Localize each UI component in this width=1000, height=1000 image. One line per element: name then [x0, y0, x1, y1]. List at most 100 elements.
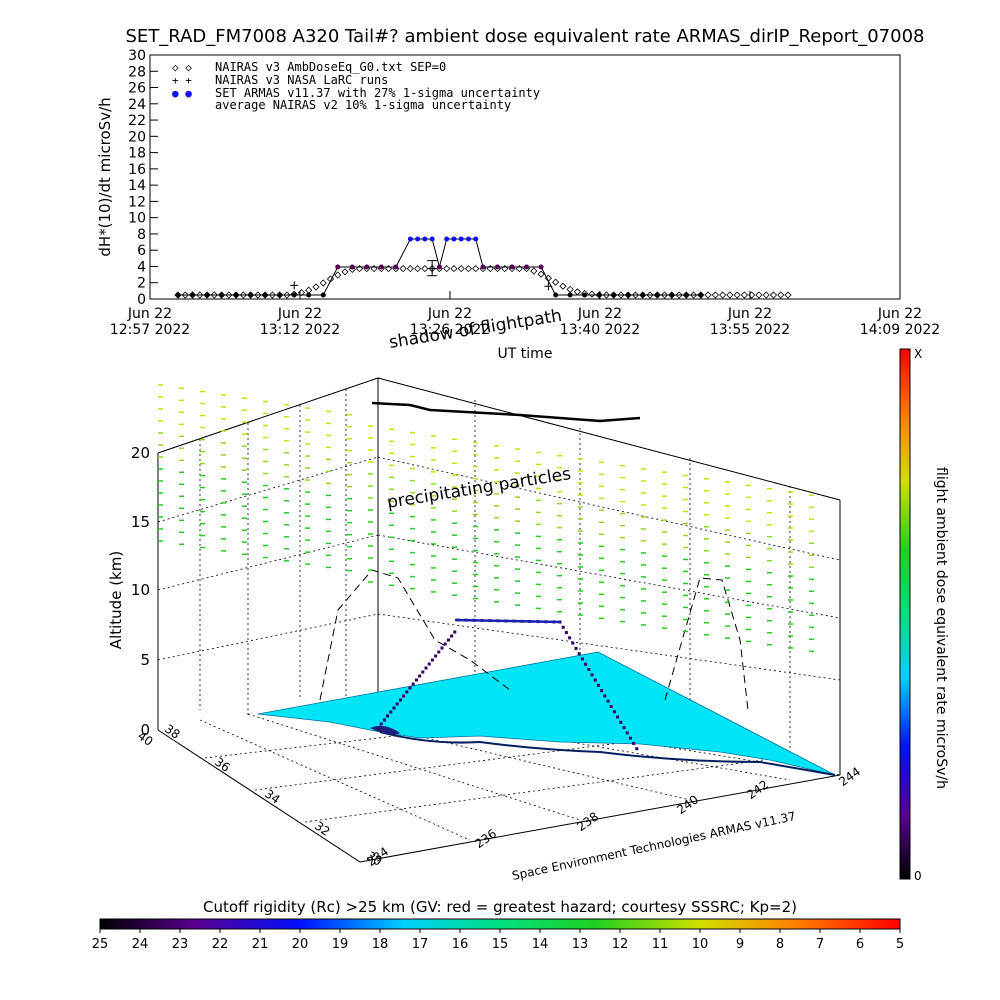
latitude-tick-label: 34: [262, 787, 283, 807]
legend-marker-armas: ● ●: [172, 87, 192, 100]
nairas-v3-point: [690, 291, 698, 299]
top-y-tick-label: 14: [128, 178, 146, 194]
flight-path-mark: [603, 694, 607, 698]
nairas-v3-point: [297, 289, 306, 297]
flight-path-mark: [443, 642, 447, 646]
nairas-v3-point: [370, 265, 378, 273]
legend-label-nasa-larc: NAIRAS v3 NASA LaRC runs: [215, 73, 388, 87]
flight-path-mark: [418, 674, 422, 678]
nairas-v3-point: [530, 267, 538, 275]
nairas-v3-point: [457, 265, 465, 273]
flight-path-mark: [427, 662, 431, 666]
top-x-tick-line1: Jun 22: [277, 306, 322, 322]
flight-path-mark: [408, 686, 412, 690]
longitude-tick-label: 238: [574, 809, 601, 834]
flight-path-mark: [587, 668, 591, 672]
armas-point: [458, 236, 464, 242]
altitude-axis-label: Altitude (km): [107, 551, 125, 649]
flight-path-mark: [625, 731, 629, 735]
cutoff-tick-label: 17: [412, 937, 429, 952]
flight-path-mark: [450, 634, 454, 638]
armas-point: [480, 264, 486, 270]
flight-path-mark: [376, 726, 380, 730]
flight-path-cruise: [454, 618, 561, 624]
armas-point: [393, 264, 399, 270]
flight-path-mark: [382, 718, 386, 722]
precipitating-particles-field: [158, 384, 814, 653]
top-x-tick-line2: 13:40 2022: [560, 322, 640, 338]
armas-point: [444, 236, 450, 242]
armas-point: [698, 292, 704, 298]
altitude-tick-label: 0: [140, 721, 150, 739]
armas-point: [364, 264, 370, 270]
flight-path-mark: [434, 654, 438, 658]
top-x-tick-line2: 13:26 2022: [410, 322, 490, 338]
dose-rate-colorbar-label: flight ambient dose equivalent rate micr…: [933, 467, 949, 789]
nairas-v3-point: [711, 291, 719, 299]
altitude-tick-label: 5: [140, 651, 150, 669]
armas-point: [277, 292, 283, 298]
cutoff-tick-label: 7: [816, 937, 824, 952]
altitude-ticks: 0 5 10 15 20: [131, 444, 150, 739]
nairas-v3-point: [181, 291, 189, 299]
nairas-v3-point: [501, 265, 509, 273]
armas-point: [219, 292, 225, 298]
cutoff-tick-label: 8: [776, 937, 784, 952]
nairas-v3-point: [777, 291, 785, 299]
figure-title: SET_RAD_FM7008 A320 Tail#? ambient dose …: [126, 26, 925, 47]
cutoff-tick-label: 18: [372, 937, 389, 952]
armas-point: [291, 292, 297, 298]
armas-point: [524, 264, 530, 270]
top-series-marks: [174, 236, 792, 299]
flight-path-mark: [446, 638, 450, 642]
nairas-v3-point: [559, 282, 567, 290]
top-y-axis-label: dH*(10)/dt microSv/h: [96, 97, 114, 256]
top-x-tick-line2: 13:12 2022: [260, 322, 340, 338]
dose-rate-colorbar: X 0 flight ambient dose equivalent rate …: [899, 347, 949, 883]
nairas-v3-point: [312, 283, 320, 291]
nairas-v3-point: [602, 291, 611, 299]
armas-point: [451, 236, 457, 242]
flight-path-mark: [600, 689, 604, 693]
armas-point: [538, 264, 544, 270]
flight-path-mark: [421, 670, 425, 674]
armas-point: [596, 292, 602, 298]
armas-point: [553, 292, 559, 298]
nairas-v3-point: [515, 265, 523, 273]
top-y-tick-label: 24: [128, 97, 146, 113]
armas-point: [306, 292, 312, 298]
cutoff-rigidity-surface: [257, 651, 836, 776]
nairas-v3-point: [660, 291, 669, 299]
armas-point: [683, 292, 689, 298]
cutoff-tick-label: 22: [212, 937, 229, 952]
shadow-path-top: [371, 401, 641, 423]
top-x-axis-label: UT time: [498, 346, 553, 362]
nasa-larc-point: [290, 281, 299, 290]
armas-point: [582, 292, 588, 298]
armas-point: [473, 236, 479, 242]
cutoff-rigidity-colorbar-ticks: 25 24 23 22 21 20 19 18 17 16 15 14 13 12 11 10 9 8 7 6 5: [92, 929, 904, 952]
armas-point: [495, 264, 501, 270]
top-y-tick-label: 4: [137, 259, 146, 275]
armas-point: [509, 264, 515, 270]
armas-point: [654, 292, 660, 298]
nairas-v3-point: [719, 291, 727, 299]
top-legend: ◇ ◇ NAIRAS v3 AmbDoseEq_G0.txt SEP=0 + +…: [172, 60, 540, 112]
longitude-tick-label: 240: [674, 792, 701, 817]
top-y-tick-label: 0: [137, 292, 146, 308]
flight-path-mark: [430, 658, 434, 662]
flight-path-mark: [402, 694, 406, 698]
altitude-tick-label: 20: [131, 444, 150, 462]
nairas-v3-point: [486, 265, 494, 273]
flight-path-mark: [632, 741, 636, 745]
nairas-v3-point: [406, 265, 414, 273]
flight-path-3d: [376, 618, 639, 751]
cutoff-tick-label: 13: [572, 937, 589, 952]
armas-point: [611, 292, 617, 298]
nairas-v3-point: [740, 291, 748, 299]
latitude-tick-label: 32: [312, 819, 333, 839]
armas-point: [378, 264, 384, 270]
top-x-tick-line2: 12:57 2022: [110, 322, 190, 338]
top-y-tick-label: 16: [128, 162, 146, 178]
